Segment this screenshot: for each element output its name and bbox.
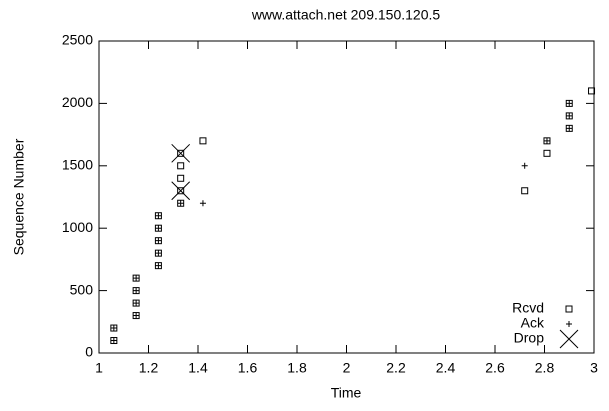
legend-marker [566, 321, 572, 327]
point-shape [588, 87, 596, 95]
point [171, 181, 191, 201]
point [155, 212, 162, 219]
point [155, 225, 162, 232]
point [171, 143, 191, 163]
point-shape [110, 325, 117, 332]
x-tick-label: 2.4 [436, 360, 456, 376]
x-tick-label: 1.4 [188, 360, 208, 376]
y-tick-label: 2000 [62, 94, 93, 110]
point-shape [199, 137, 207, 145]
legend-marker [559, 329, 579, 349]
point-shape [133, 275, 140, 282]
point-shape [171, 143, 191, 163]
point [110, 325, 117, 332]
point [543, 137, 550, 144]
point-shape [155, 250, 162, 257]
point [177, 187, 185, 195]
point [133, 275, 140, 282]
point-shape [177, 200, 184, 207]
point [155, 237, 162, 244]
point [177, 200, 184, 207]
legend-marker-shape [565, 305, 573, 313]
point-shape [133, 312, 140, 319]
x-tick-label: 1.8 [287, 360, 307, 376]
point [155, 250, 162, 257]
x-tick-label: 1.6 [238, 360, 258, 376]
point [521, 162, 528, 169]
y-tick-label: 1000 [62, 219, 93, 235]
point-shape [199, 200, 206, 207]
point [566, 112, 573, 119]
point-shape [521, 162, 528, 169]
point-shape [155, 262, 162, 269]
point-shape [177, 149, 185, 157]
point [155, 262, 162, 269]
point-shape [155, 237, 162, 244]
point [566, 125, 573, 132]
point [177, 174, 185, 182]
y-tick-label: 500 [70, 281, 94, 297]
point-shape [566, 112, 573, 119]
point [133, 312, 140, 319]
point-shape [543, 149, 551, 157]
point [588, 87, 596, 95]
x-tick-label: 2.2 [386, 360, 406, 376]
y-axis-label: Sequence Number [11, 138, 27, 255]
point-shape [566, 100, 573, 107]
point-shape [171, 181, 191, 201]
point [521, 187, 529, 195]
point-shape [133, 300, 140, 307]
legend-label: Drop [514, 330, 545, 346]
legend-label: Rcvd [512, 300, 544, 316]
y-tick-label: 0 [85, 344, 93, 360]
y-tick-label: 2500 [62, 32, 93, 48]
x-axis-label: Time [331, 385, 362, 401]
point [566, 100, 573, 107]
point-shape [110, 337, 117, 344]
x-tick-label: 1 [95, 360, 103, 376]
point [133, 300, 140, 307]
x-tick-label: 1.2 [139, 360, 159, 376]
point-shape [177, 174, 185, 182]
point [199, 200, 206, 207]
point [543, 149, 551, 157]
point-shape [133, 287, 140, 294]
legend-marker [565, 305, 573, 313]
legend-label: Ack [521, 315, 545, 331]
chart-title: www.attach.net 209.150.120.5 [251, 7, 441, 23]
x-tick-label: 3 [590, 360, 598, 376]
point-shape [566, 125, 573, 132]
point-shape [155, 225, 162, 232]
point [110, 337, 117, 344]
point-shape [177, 187, 185, 195]
legend-marker-shape [566, 321, 572, 327]
point-shape [155, 212, 162, 219]
legend-marker-shape [559, 329, 579, 349]
point-shape [177, 162, 185, 170]
point-shape [521, 187, 529, 195]
point [199, 137, 207, 145]
x-tick-label: 2.8 [535, 360, 555, 376]
point [177, 149, 185, 157]
point [177, 162, 185, 170]
point-shape [543, 137, 550, 144]
x-tick-label: 2.6 [485, 360, 505, 376]
y-tick-label: 1500 [62, 157, 93, 173]
x-tick-label: 2 [343, 360, 351, 376]
point [133, 287, 140, 294]
